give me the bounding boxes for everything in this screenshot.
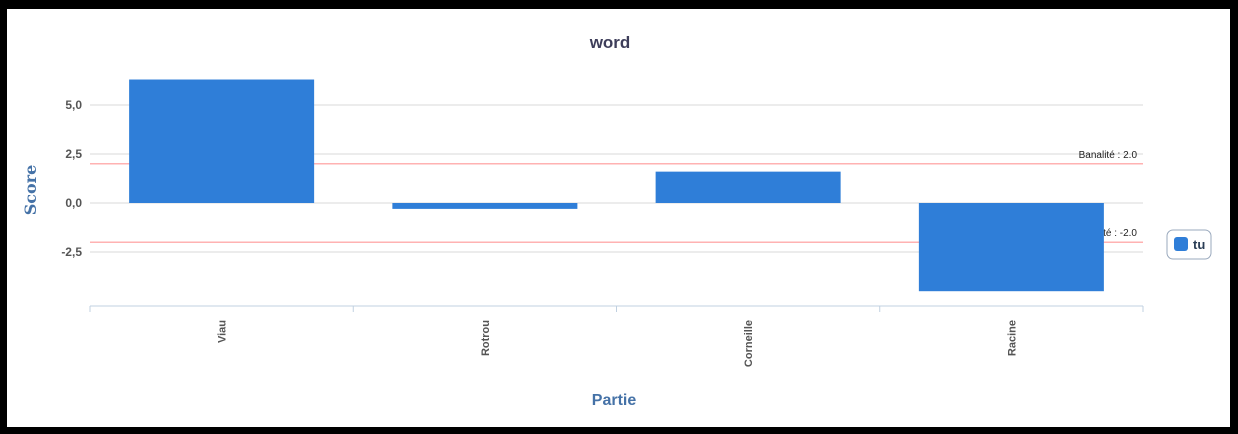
threshold-label: Banalité : -2.0: [1075, 228, 1137, 239]
x-tick-label: Corneille: [743, 320, 755, 367]
bar[interactable]: [392, 203, 578, 209]
y-tick-label: 2,5: [65, 147, 82, 161]
y-tick-label: -2,5: [61, 245, 82, 259]
y-axis-ticks: 5,0 2,5 0,0 -2,5: [61, 98, 82, 259]
legend-swatch: [1174, 237, 1188, 251]
legend-label[interactable]: tu: [1193, 237, 1205, 252]
bar[interactable]: [129, 79, 315, 203]
x-tick-label: Viau: [217, 320, 229, 343]
x-tick-label: Rotrou: [480, 320, 492, 356]
x-axis-title: Partie: [592, 392, 637, 409]
threshold-label: Banalité : 2.0: [1079, 150, 1138, 161]
bar[interactable]: [918, 203, 1104, 292]
x-axis: Viau Rotrou Corneille Racine: [89, 305, 1144, 367]
y-tick-label: 0,0: [65, 196, 82, 210]
legend[interactable]: tu: [1166, 229, 1212, 260]
bar[interactable]: [655, 171, 841, 203]
bars: [129, 79, 1104, 292]
y-tick-label: 5,0: [65, 98, 82, 112]
x-tick-label: Racine: [1006, 320, 1018, 356]
y-axis-title: Score: [21, 165, 40, 216]
chart-title: word: [589, 33, 631, 52]
